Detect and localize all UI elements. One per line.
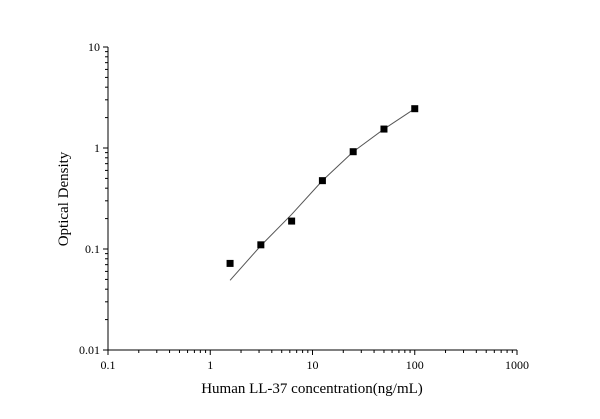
x-tick-label: 0.1 [101,358,116,372]
data-point [288,217,296,225]
data-point [257,241,265,249]
x-tick-label: 1 [207,358,213,372]
data-point [411,105,419,113]
x-tick-label: 100 [406,358,424,372]
y-tick-label: 0.01 [79,343,100,357]
data-point [380,125,388,133]
y-tick-label: 1 [94,141,100,155]
fit-line [229,108,416,281]
data-point [318,177,326,185]
y-tick-label: 0.1 [85,242,100,256]
y-tick-label: 10 [88,40,100,54]
data-point [349,148,357,156]
y-axis-label: Optical Density [56,151,72,246]
marks [226,105,419,281]
x-tick-label: 10 [307,358,319,372]
x-tick-label: 1000 [505,358,529,372]
x-axis-label: Human LL-37 concentration(ng/mL) [201,381,423,397]
data-point [226,259,234,267]
